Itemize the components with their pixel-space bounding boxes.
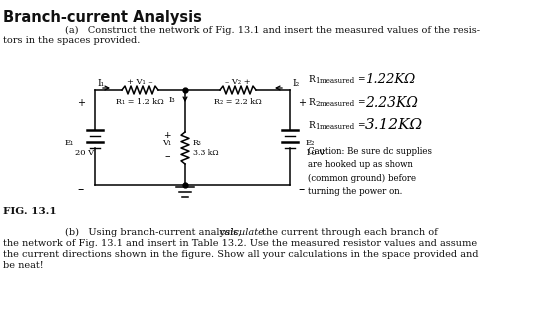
Text: measured: measured: [320, 77, 355, 85]
Text: I₂: I₂: [292, 79, 299, 87]
Text: V₁: V₁: [163, 139, 172, 147]
Text: E₂: E₂: [306, 139, 315, 147]
Text: the current through each branch of: the current through each branch of: [259, 228, 438, 237]
Text: R: R: [308, 98, 315, 107]
Text: (a)   Construct the network of Fig. 13.1 and insert the measured values of the r: (a) Construct the network of Fig. 13.1 a…: [65, 26, 480, 35]
Text: measured: measured: [320, 123, 355, 131]
Text: – V₂ +: – V₂ +: [225, 78, 251, 86]
Text: calculate: calculate: [220, 228, 265, 237]
Text: R₃: R₃: [193, 139, 202, 147]
Text: =: =: [358, 121, 369, 130]
Text: –: –: [78, 183, 84, 196]
Text: 10 V: 10 V: [306, 149, 325, 157]
Text: E₁: E₁: [64, 139, 74, 147]
Text: R: R: [308, 75, 315, 84]
Text: +: +: [163, 131, 171, 139]
Text: the current directions shown in the figure. Show all your calculations in the sp: the current directions shown in the figu…: [3, 250, 479, 259]
Text: Branch-current Analysis: Branch-current Analysis: [3, 10, 202, 25]
Text: 20 V: 20 V: [75, 149, 94, 157]
Text: 2.23KΩ: 2.23KΩ: [365, 96, 418, 110]
Text: =: =: [358, 75, 369, 84]
Text: +: +: [77, 98, 85, 108]
Text: R₁ = 1.2 kΩ: R₁ = 1.2 kΩ: [116, 98, 164, 106]
Text: 1.22KΩ: 1.22KΩ: [365, 73, 415, 86]
Text: Caution: Be sure dc supplies
are hooked up as shown
(common ground) before
turni: Caution: Be sure dc supplies are hooked …: [308, 147, 432, 196]
Text: –: –: [164, 151, 170, 161]
Text: (b)   Using branch-current analysis,: (b) Using branch-current analysis,: [65, 228, 244, 237]
Text: 1: 1: [315, 77, 319, 85]
Text: 1: 1: [315, 123, 319, 131]
Text: 2: 2: [315, 100, 319, 108]
Text: –: –: [299, 183, 305, 196]
Text: + V₁ –: + V₁ –: [127, 78, 153, 86]
Text: be neat!: be neat!: [3, 261, 43, 270]
Text: measured: measured: [320, 100, 355, 108]
Text: R₂ = 2.2 kΩ: R₂ = 2.2 kΩ: [214, 98, 262, 106]
Text: 3.12KΩ: 3.12KΩ: [365, 118, 423, 132]
Text: R: R: [308, 121, 315, 130]
Text: +: +: [298, 98, 306, 108]
Text: FIG. 13.1: FIG. 13.1: [3, 207, 56, 216]
Text: =: =: [358, 98, 369, 107]
Text: 3.3 kΩ: 3.3 kΩ: [193, 149, 218, 157]
Text: I₁: I₁: [97, 79, 104, 87]
Text: tors in the spaces provided.: tors in the spaces provided.: [3, 36, 140, 45]
Text: the network of Fig. 13.1 and insert in Table 13.2. Use the measured resistor val: the network of Fig. 13.1 and insert in T…: [3, 239, 477, 248]
Text: I₃: I₃: [169, 96, 175, 104]
